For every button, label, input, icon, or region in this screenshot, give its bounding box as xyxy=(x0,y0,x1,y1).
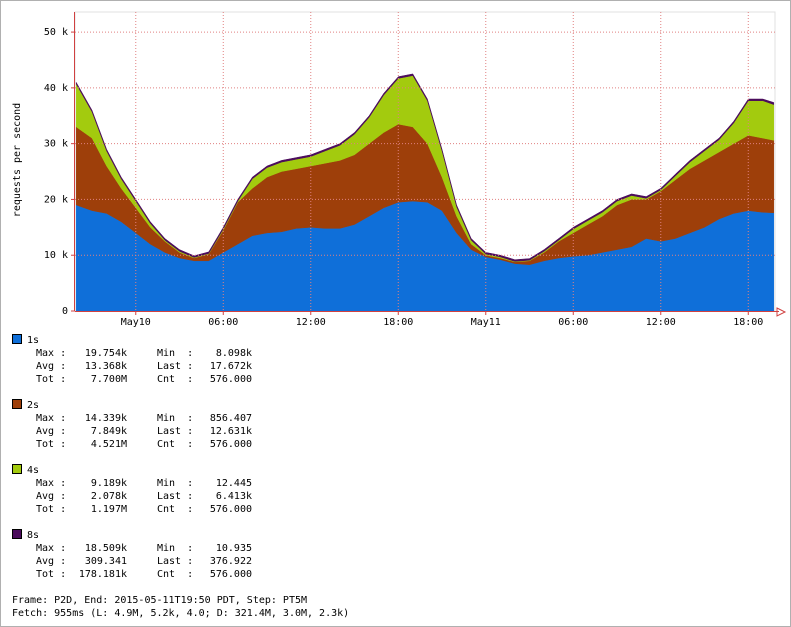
stat-value: 178.181k xyxy=(79,569,127,580)
x-tick-label: 18:00 xyxy=(383,317,413,328)
stat-label: Avg : xyxy=(36,556,66,567)
stat-value: 12.631k xyxy=(210,426,252,437)
stat-label: Min : xyxy=(157,348,193,359)
x-tick-label: 12:00 xyxy=(296,317,326,328)
stat-label: Cnt : xyxy=(157,504,193,515)
stat-value: 576.000 xyxy=(210,439,252,450)
legend-label: 1s xyxy=(27,335,39,346)
stat-value: 576.000 xyxy=(210,569,252,580)
stat-label: Min : xyxy=(157,478,193,489)
stat-label: Min : xyxy=(157,543,193,554)
stat-value: 18.509k xyxy=(85,543,127,554)
footer-line: Fetch: 955ms (L: 4.9M, 5.2k, 4.0; D: 321… xyxy=(12,608,349,619)
stat-label: Max : xyxy=(36,348,66,359)
x-tick-label: 06:00 xyxy=(558,317,588,328)
y-tick-label: 40 k xyxy=(44,83,68,94)
stat-label: Tot : xyxy=(36,569,66,580)
stat-label: Max : xyxy=(36,543,66,554)
stat-value: 17.672k xyxy=(210,361,252,372)
legend-label: 4s xyxy=(27,465,39,476)
y-tick-label: 30 k xyxy=(44,139,68,150)
stat-label: Tot : xyxy=(36,504,66,515)
legend-swatch xyxy=(12,464,22,474)
stat-value: 576.000 xyxy=(210,374,252,385)
stat-value: 2.078k xyxy=(91,491,127,502)
stat-label: Tot : xyxy=(36,439,66,450)
stat-label: Cnt : xyxy=(157,439,193,450)
stat-value: 7.700M xyxy=(91,374,127,385)
x-tick-label: 12:00 xyxy=(646,317,676,328)
y-tick-label: 50 k xyxy=(44,27,68,38)
stat-value: 14.339k xyxy=(85,413,127,424)
plot xyxy=(74,11,776,312)
stat-label: Last : xyxy=(157,491,193,502)
y-axis-label: requests per second xyxy=(12,103,23,217)
stat-value: 19.754k xyxy=(85,348,127,359)
stat-value: 7.849k xyxy=(91,426,127,437)
stat-label: Avg : xyxy=(36,361,66,372)
stat-value: 6.413k xyxy=(216,491,252,502)
legend-swatch xyxy=(12,399,22,409)
stat-value: 309.341 xyxy=(85,556,127,567)
legend-label: 8s xyxy=(27,530,39,541)
stat-value: 13.368k xyxy=(85,361,127,372)
y-tick-label: 20 k xyxy=(44,194,68,205)
stat-value: 856.407 xyxy=(210,413,252,424)
stat-label: Last : xyxy=(157,426,193,437)
stat-label: Cnt : xyxy=(157,374,193,385)
footer-line: Frame: P2D, End: 2015-05-11T19:50 PDT, S… xyxy=(12,595,307,606)
y-tick-label: 0 xyxy=(62,306,68,317)
stat-label: Tot : xyxy=(36,374,66,385)
area xyxy=(75,73,775,262)
stat-label: Avg : xyxy=(36,491,66,502)
stat-label: Max : xyxy=(36,478,66,489)
stat-value: 12.445 xyxy=(216,478,252,489)
stat-value: 1.197M xyxy=(91,504,127,515)
legend-swatch xyxy=(12,529,22,539)
stat-value: 10.935 xyxy=(216,543,252,554)
stat-label: Avg : xyxy=(36,426,66,437)
y-tick-label: 10 k xyxy=(44,250,68,261)
legend-label: 2s xyxy=(27,400,39,411)
stat-value: 376.922 xyxy=(210,556,252,567)
stat-value: 8.098k xyxy=(216,348,252,359)
legend-swatch xyxy=(12,334,22,344)
x-tick-label: May11 xyxy=(471,317,501,328)
x-tick-label: 06:00 xyxy=(208,317,238,328)
x-tick-label: 18:00 xyxy=(733,317,763,328)
stat-label: Cnt : xyxy=(157,569,193,580)
stat-value: 4.521M xyxy=(91,439,127,450)
stat-label: Last : xyxy=(157,556,193,567)
stat-label: Last : xyxy=(157,361,193,372)
stat-value: 9.189k xyxy=(91,478,127,489)
stat-label: Max : xyxy=(36,413,66,424)
stat-label: Min : xyxy=(157,413,193,424)
stat-value: 576.000 xyxy=(210,504,252,515)
x-tick-label: May10 xyxy=(121,317,151,328)
